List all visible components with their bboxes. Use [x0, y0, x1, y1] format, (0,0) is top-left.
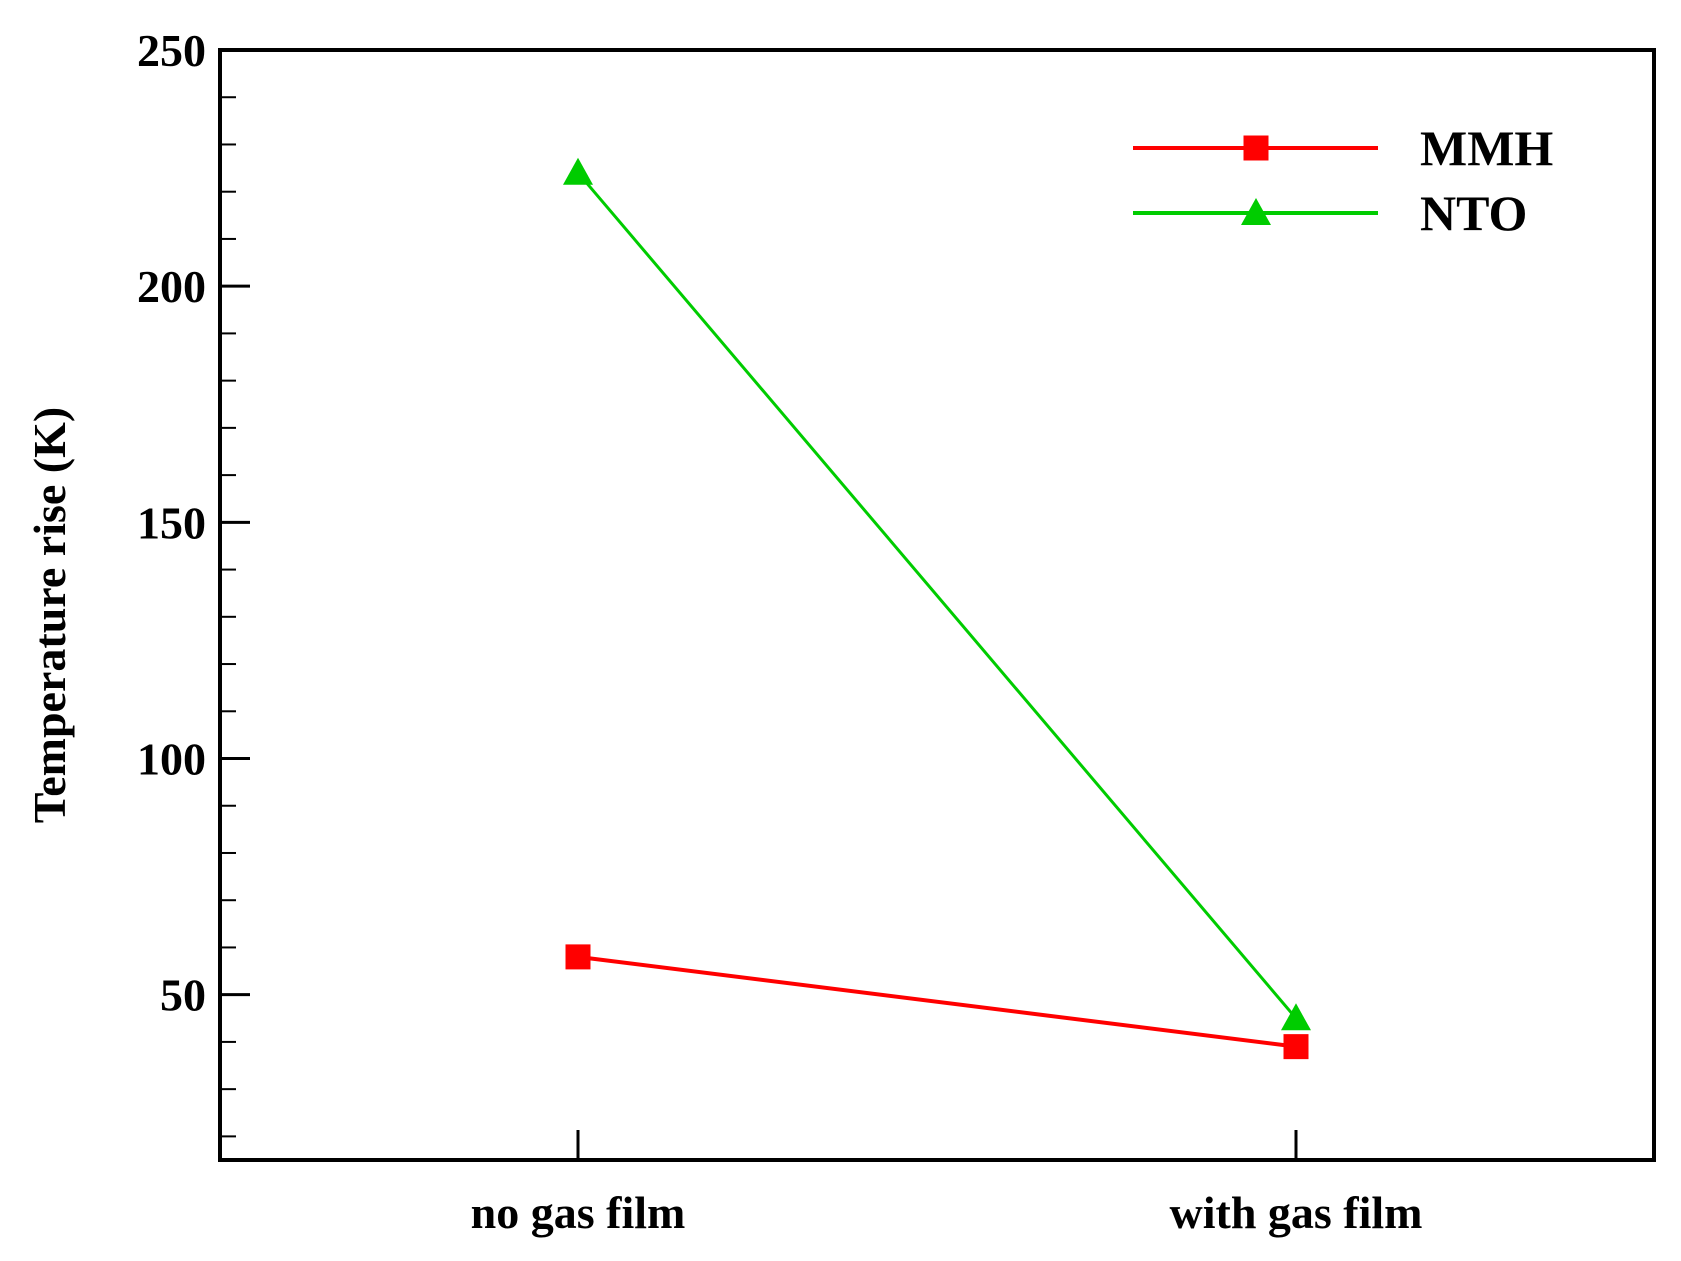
x-axis-ticks: no gas film with gas film: [471, 1130, 1423, 1238]
y-tick-label: 150: [137, 497, 206, 548]
legend: MMH NTO: [1133, 120, 1553, 241]
legend-label: MMH: [1420, 120, 1553, 176]
y-tick-label: 200: [137, 261, 206, 312]
y-tick-label: 250: [137, 25, 206, 76]
x-tick-label: with gas film: [1170, 1187, 1423, 1238]
y-axis-ticks: 50 100 150 200 250: [137, 25, 250, 1138]
y-tick-label: 100: [137, 734, 206, 785]
data-point: [1281, 1003, 1311, 1031]
series-nto: [563, 157, 1311, 1031]
plot-frame: [218, 48, 1656, 1162]
y-tick-label: 50: [160, 970, 206, 1021]
data-point: [1283, 1034, 1309, 1060]
series-line: [577, 954, 1297, 1049]
data-point: [563, 157, 593, 185]
x-tick-label: no gas film: [471, 1187, 686, 1238]
series-mmh: [565, 944, 1309, 1060]
series-layer: [563, 157, 1311, 1060]
legend-marker: [1241, 198, 1271, 225]
legend-marker: [1243, 135, 1269, 161]
y-axis-label: Temperature rise (K): [24, 407, 75, 823]
legend-item-nto: NTO: [1133, 185, 1527, 241]
data-point: [565, 944, 591, 970]
legend-item-mmh: MMH: [1133, 120, 1553, 176]
axes: [218, 48, 1656, 1162]
series-line: [576, 171, 1298, 1020]
legend-label: NTO: [1420, 185, 1527, 241]
